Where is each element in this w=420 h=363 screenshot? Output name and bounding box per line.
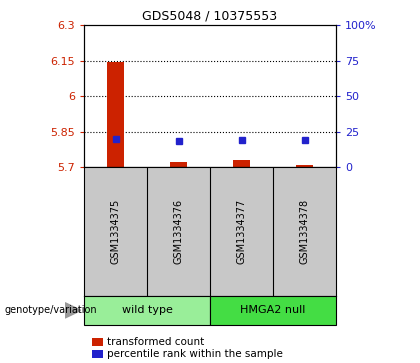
- Bar: [170, 162, 187, 167]
- Text: GSM1334378: GSM1334378: [299, 199, 310, 264]
- Text: percentile rank within the sample: percentile rank within the sample: [107, 349, 283, 359]
- Bar: [107, 62, 124, 167]
- Bar: [296, 165, 313, 167]
- Text: HMGA2 null: HMGA2 null: [240, 305, 306, 315]
- Text: genotype/variation: genotype/variation: [4, 305, 97, 315]
- Bar: [233, 160, 250, 167]
- Text: GSM1334377: GSM1334377: [236, 199, 247, 264]
- Bar: [210, 296, 336, 325]
- Text: GSM1334375: GSM1334375: [110, 199, 121, 264]
- Bar: [84, 296, 210, 325]
- Text: transformed count: transformed count: [107, 337, 205, 347]
- Polygon shape: [65, 303, 81, 318]
- Text: GSM1334376: GSM1334376: [173, 199, 184, 264]
- Text: wild type: wild type: [121, 305, 173, 315]
- Title: GDS5048 / 10375553: GDS5048 / 10375553: [142, 10, 278, 23]
